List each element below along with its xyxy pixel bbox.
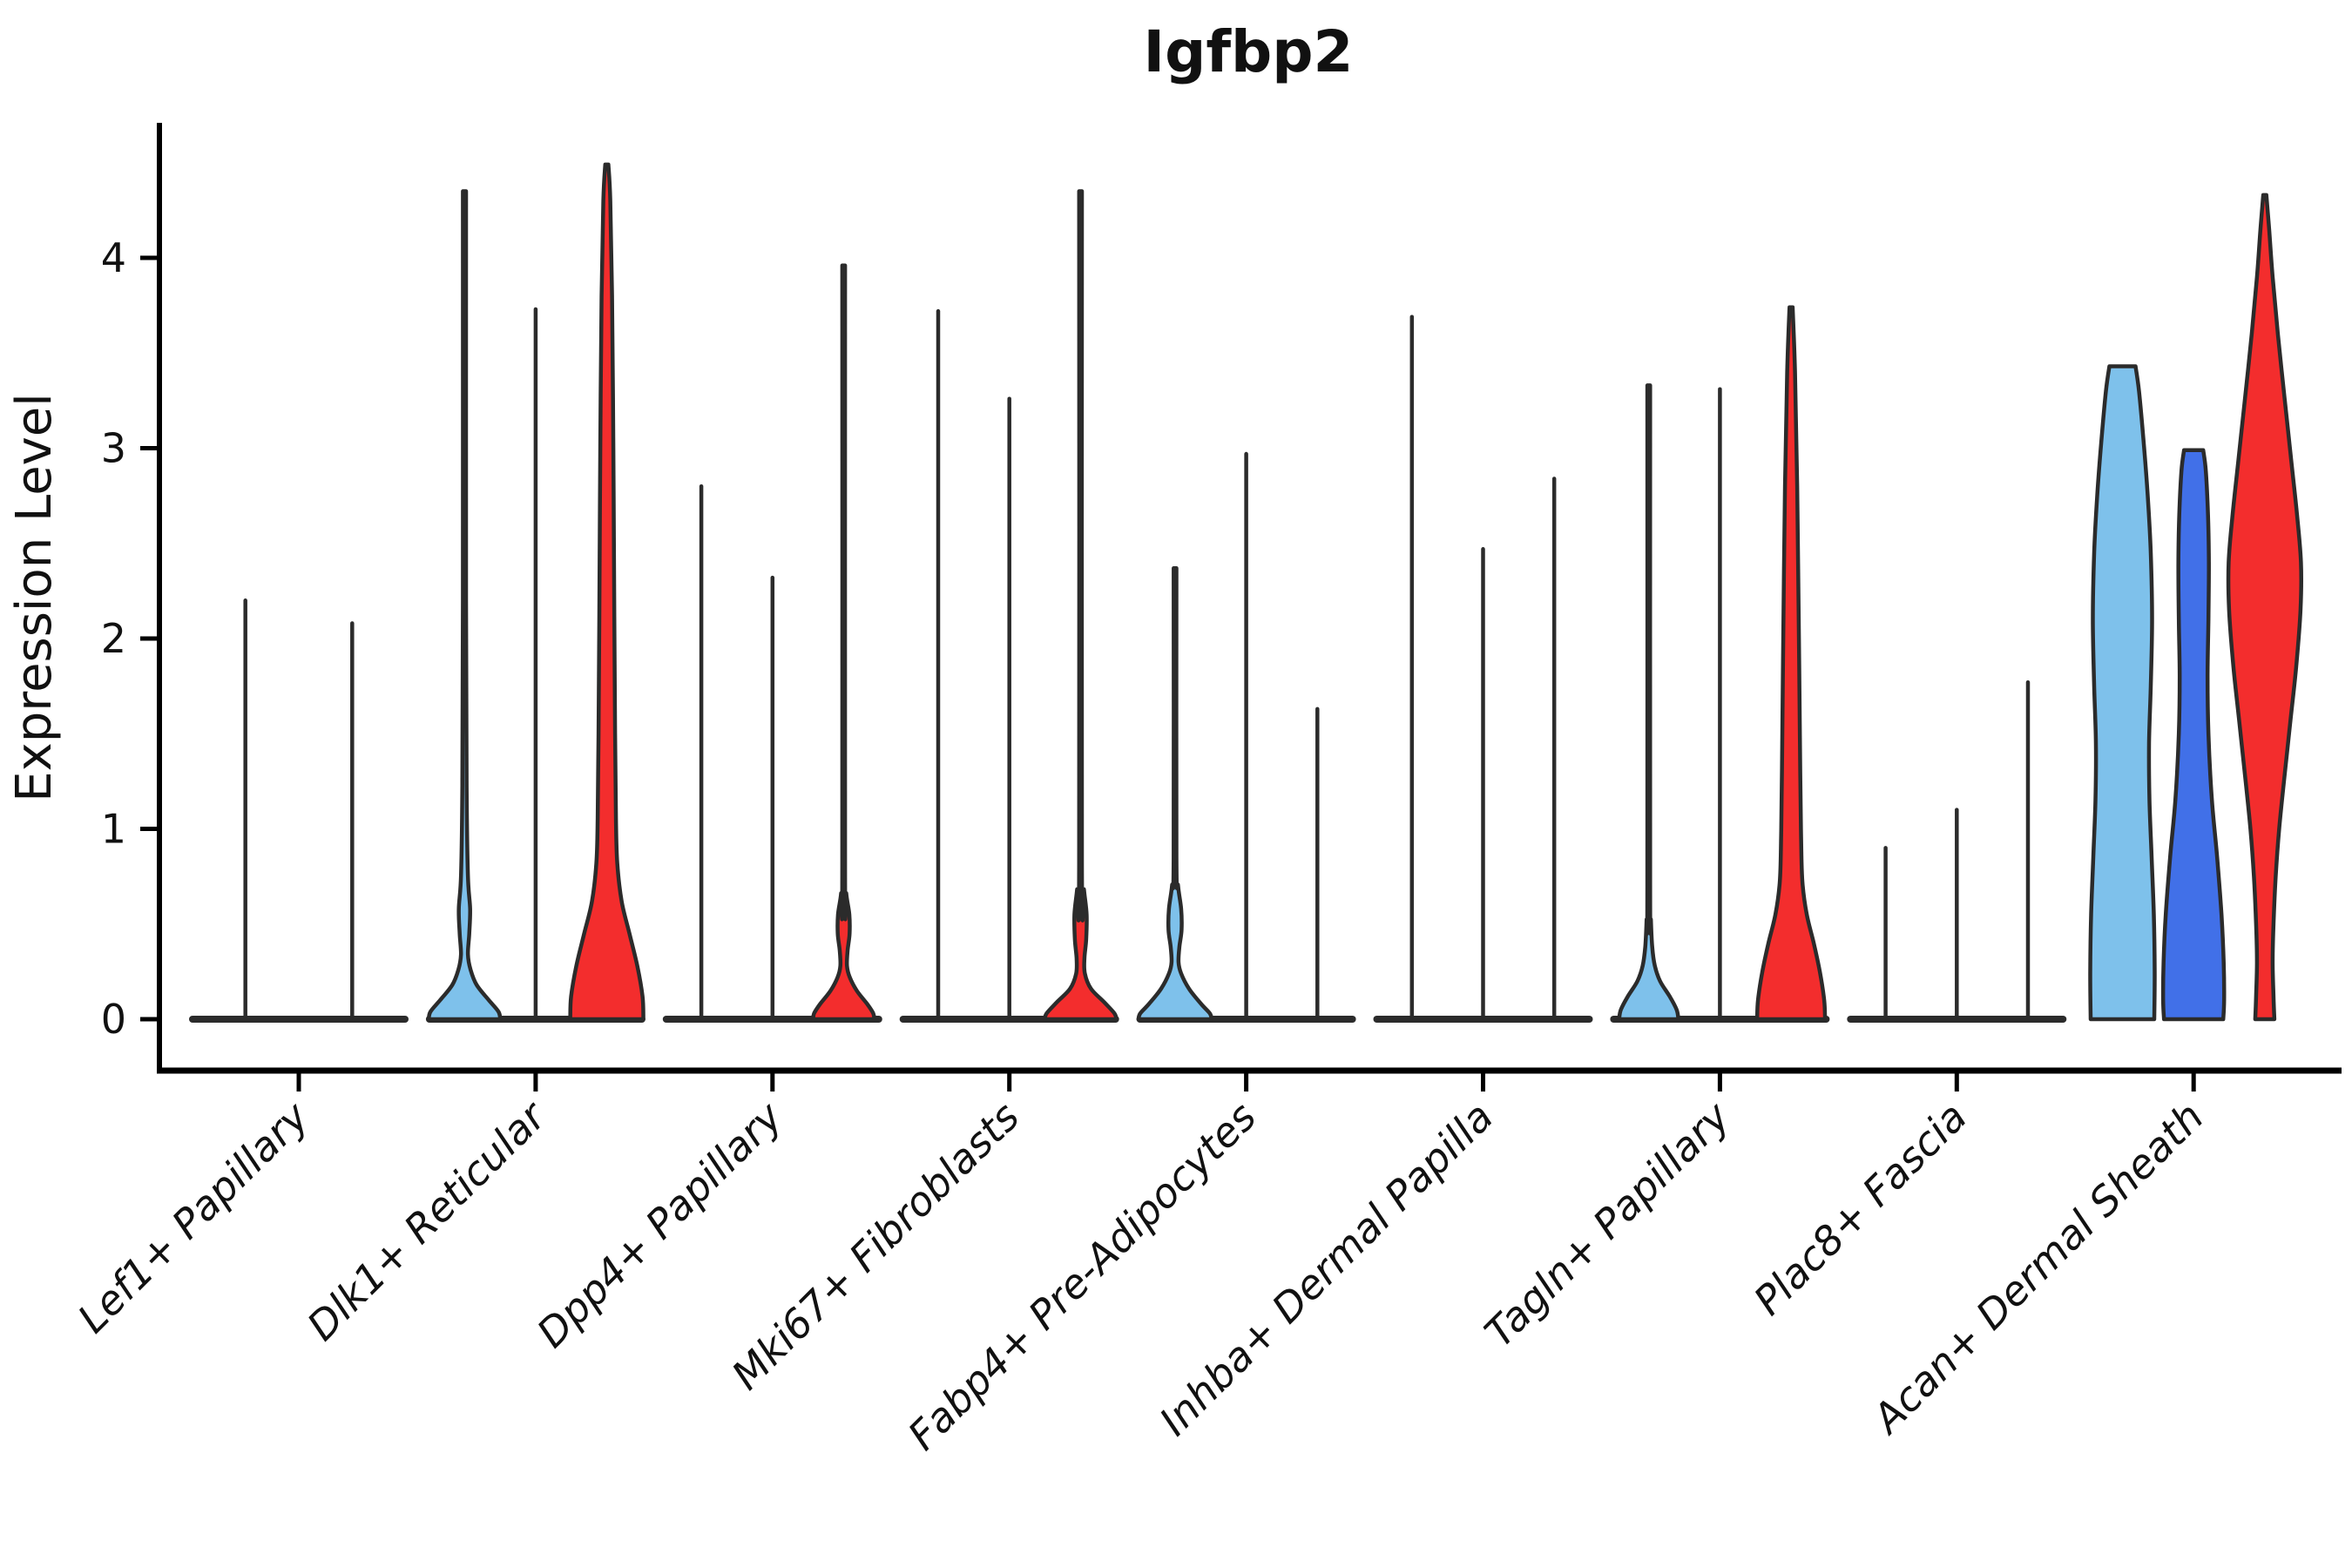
x-tick-label: Lef1+ Papillary	[69, 1092, 318, 1342]
violin-skyblue	[426, 189, 503, 1022]
violin-red	[568, 162, 645, 1022]
x-tick-label: Plac8+ Fascia	[1745, 1093, 1976, 1324]
x-tick-label: Dpp4+ Papillary	[528, 1092, 792, 1356]
violin-red	[811, 263, 876, 1022]
violin-red	[2226, 193, 2304, 1022]
y-tick-label: 3	[101, 425, 126, 472]
violin-skyblue	[2088, 364, 2157, 1022]
violin-skyblue	[1617, 383, 1680, 1022]
y-tick-label: 1	[101, 806, 126, 853]
x-tick-label: Tagln+ Papillary	[1476, 1092, 1740, 1356]
y-axis-label: Expression Level	[6, 393, 63, 802]
chart-title: Igfbp2	[1144, 18, 1354, 85]
violin-skyblue	[1136, 565, 1214, 1022]
axes: 0 1 2 3 4	[101, 123, 2342, 1074]
y-tick-label: 0	[101, 996, 126, 1043]
violins	[243, 162, 2304, 1022]
y-tick-label: 2	[101, 615, 126, 662]
x-tick-label: Dlk1+ Reticular	[298, 1091, 557, 1349]
violin-royalblue	[2160, 448, 2227, 1022]
violin-red	[1754, 305, 1828, 1022]
y-tick-label: 4	[101, 234, 126, 281]
violin-red	[1043, 189, 1119, 1022]
